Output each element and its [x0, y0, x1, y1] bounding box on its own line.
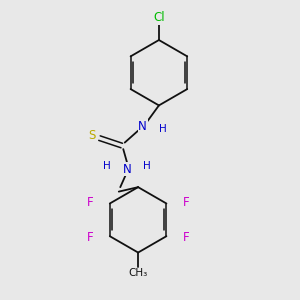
Text: N: N	[138, 120, 147, 133]
Text: F: F	[182, 231, 189, 244]
Text: N: N	[123, 163, 132, 176]
Text: S: S	[88, 129, 96, 142]
Text: H: H	[160, 124, 167, 134]
Text: CH₃: CH₃	[128, 268, 148, 278]
Text: Cl: Cl	[153, 11, 165, 24]
Text: F: F	[87, 196, 94, 208]
Text: F: F	[87, 231, 94, 244]
Text: F: F	[182, 196, 189, 208]
Text: H: H	[103, 161, 111, 171]
Text: H: H	[143, 161, 151, 171]
